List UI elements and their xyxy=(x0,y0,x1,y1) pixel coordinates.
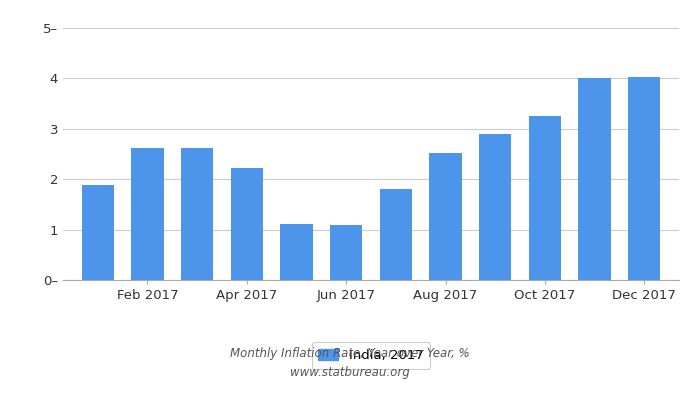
Bar xyxy=(280,224,313,280)
Text: Monthly Inflation Rate, Year over Year, %: Monthly Inflation Rate, Year over Year, … xyxy=(230,348,470,360)
Bar xyxy=(231,168,263,280)
Bar xyxy=(628,77,660,280)
Legend: India, 2017: India, 2017 xyxy=(312,342,430,369)
Bar xyxy=(181,148,214,280)
Text: www.statbureau.org: www.statbureau.org xyxy=(290,366,410,379)
Bar xyxy=(379,189,412,280)
Bar xyxy=(528,116,561,280)
Bar xyxy=(330,224,363,280)
Bar xyxy=(82,185,114,280)
Bar xyxy=(578,78,610,280)
Bar xyxy=(479,134,511,280)
Bar xyxy=(132,148,164,280)
Bar xyxy=(429,153,462,280)
